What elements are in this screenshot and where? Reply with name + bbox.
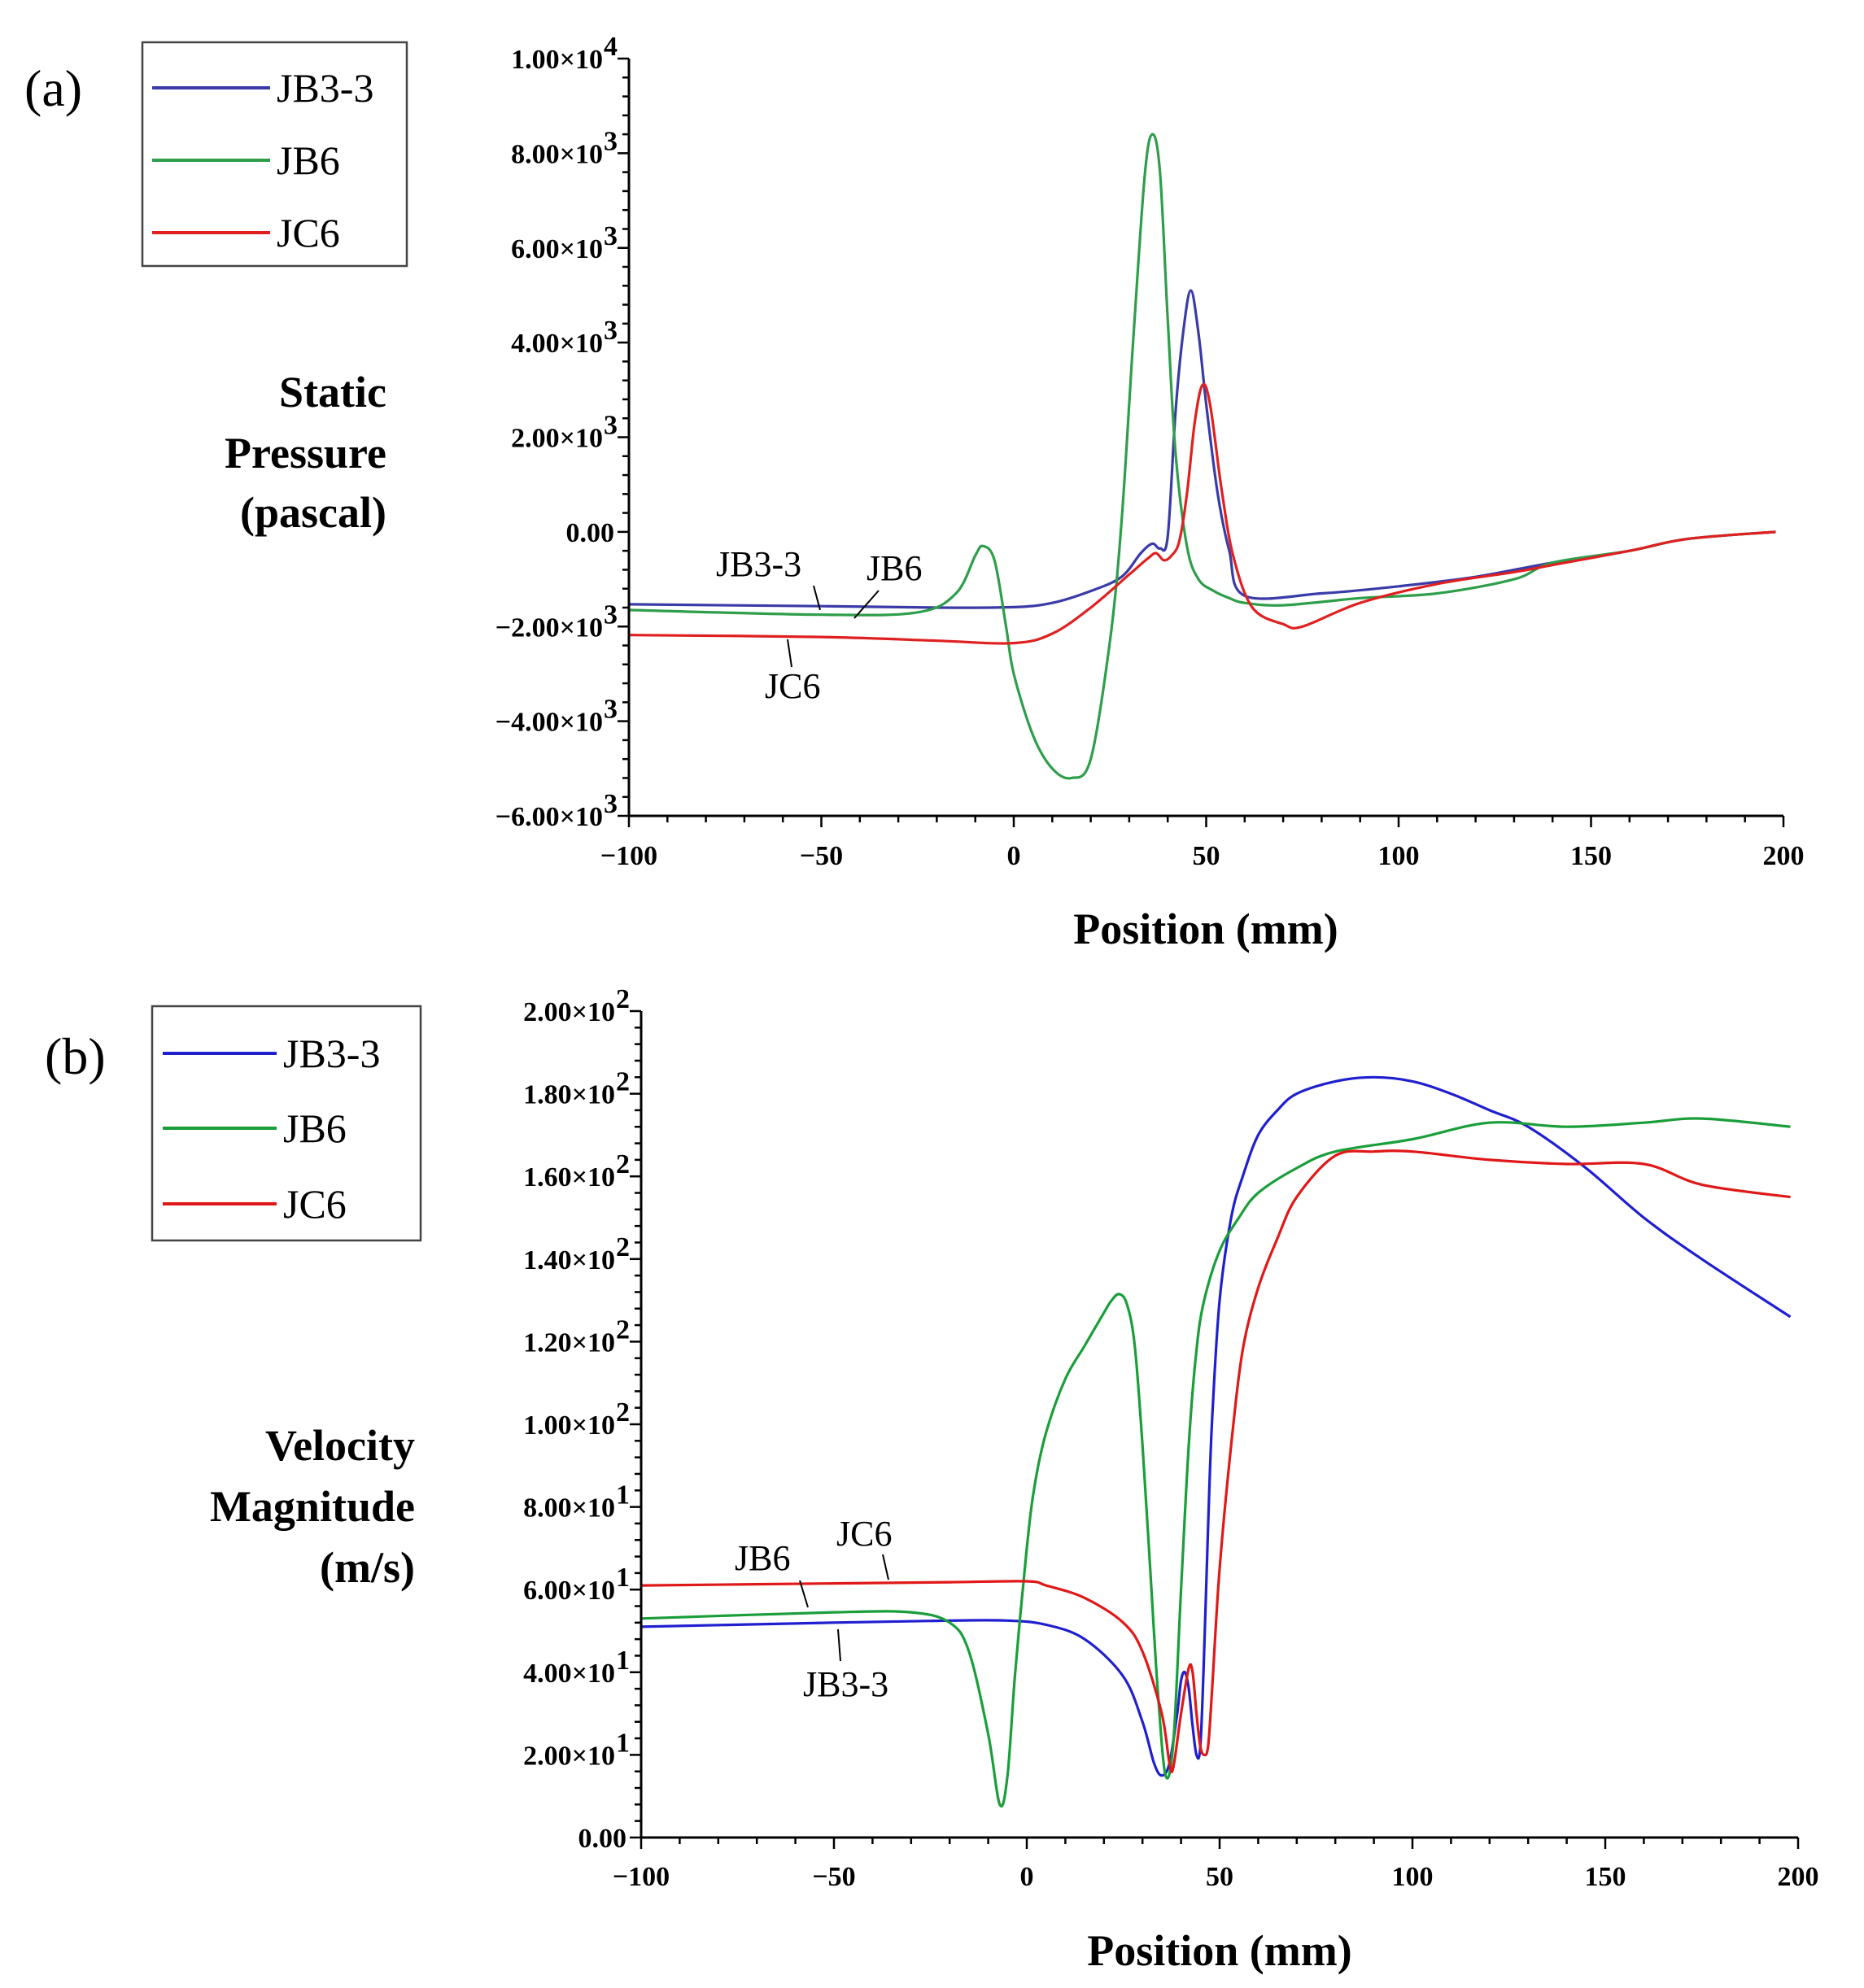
y-tick-exponent-b: 1 (616, 1646, 630, 1676)
y-tick-label-a: −2.00×10 (495, 613, 603, 643)
y-tick-label-b: 4.00×10 (523, 1659, 615, 1689)
x-tick-label-a: 150 (1570, 841, 1612, 871)
y-axis-title-b-line2: Magnitude (210, 1482, 415, 1531)
y-tick-exponent-a: 3 (604, 126, 618, 156)
annotation-a-jb3-3: JB3-3 (716, 544, 801, 584)
legend-a-box (141, 41, 408, 268)
y-tick-label-b: 1.80×10 (523, 1080, 615, 1110)
annotations-b: JB6 JC6 JB3-3 (735, 1514, 892, 1704)
y-tick-label-b: 1.40×10 (523, 1245, 615, 1275)
y-axis-title-b: Velocity Magnitude (m/s) (210, 1421, 415, 1592)
annotation-b-jb3-3: JB3-3 (803, 1664, 888, 1704)
legend-b-label-jc6: JC6 (283, 1181, 347, 1227)
series-line-b-jb6 (640, 1117, 1791, 1807)
y-tick-exponent-a: 3 (604, 789, 618, 819)
y-axis-title-a: Static Pressure (pascal) (225, 368, 386, 537)
y-tick-label-b: 2.00×10 (523, 1741, 615, 1771)
legend-b-label-jb6: JB6 (283, 1105, 347, 1151)
y-tick-label-b: 1.60×10 (523, 1162, 615, 1192)
y-axis-title-b-line3: (m/s) (320, 1543, 415, 1592)
y-tick-label-a: 1.00×10 (511, 45, 603, 75)
x-tick-label-a: −50 (800, 841, 843, 871)
series-line-b-jc6 (640, 1149, 1791, 1774)
legend-b: JB3-3 JB6 JC6 (151, 1005, 422, 1242)
y-tick-exponent-a: 3 (604, 221, 618, 251)
y-tick-label-b: 1.00×10 (523, 1410, 615, 1441)
y-tick-label-a: 4.00×10 (511, 329, 603, 359)
y-axis-title-a-line3: (pascal) (240, 488, 386, 537)
y-tick-exponent-a: 3 (604, 316, 618, 346)
y-tick-exponent-b: 1 (616, 1563, 630, 1593)
y-tick-exponent-a: 3 (604, 411, 618, 441)
x-tick-label-a: 100 (1378, 841, 1420, 871)
y-tick-exponent-b: 2 (616, 1067, 630, 1097)
y-tick-exponent-b: 1 (616, 1728, 630, 1758)
y-tick-label-a: −6.00×10 (495, 802, 603, 832)
series-line-a-jc6 (628, 382, 1776, 645)
x-tick-label-a: 0 (1007, 841, 1021, 871)
y-tick-label-b: 8.00×10 (523, 1493, 615, 1524)
y-tick-label-a: 6.00×10 (511, 234, 603, 264)
x-tick-label-b: 200 (1778, 1862, 1819, 1892)
x-tick-label-a: 200 (1763, 841, 1805, 871)
legend-a-label-jb6: JB6 (277, 137, 340, 183)
annotation-a-jb6: JB6 (867, 548, 922, 588)
annotation-b-jb6: JB6 (735, 1538, 790, 1578)
series-line-b-jb3-3 (640, 1075, 1792, 1777)
panel-b-label: (b) (45, 1027, 106, 1085)
y-tick-exponent-b: 2 (616, 1149, 630, 1179)
panel-a: (a) JB3-3 JB6 JC6 Static Pressure (pasca… (24, 32, 1805, 953)
y-tick-exponent-a: 3 (604, 695, 618, 725)
annotation-b-jb6-leader (799, 1580, 809, 1608)
y-tick-exponent-b: 2 (616, 984, 630, 1014)
annotation-a-jc6-leader (787, 639, 792, 668)
series-b (640, 1075, 1792, 1807)
panel-b: (b) JB3-3 JB6 JC6 Velocity Magnitude (m/… (45, 984, 1819, 1975)
y-tick-label-a: 8.00×10 (511, 139, 603, 169)
y-axis-title-a-line2: Pressure (225, 429, 386, 477)
y-tick-exponent-b: 2 (616, 1232, 630, 1262)
y-axis-title-b-line1: Velocity (265, 1421, 415, 1470)
annotation-b-jc6: JC6 (836, 1514, 892, 1554)
y-axis-title-a-line1: Static (279, 368, 386, 416)
y-tick-label-b: 2.00×10 (523, 997, 615, 1027)
x-tick-label-b: 50 (1206, 1862, 1233, 1892)
y-tick-label-a: 2.00×10 (511, 424, 603, 454)
y-tick-exponent-b: 2 (616, 1314, 630, 1345)
annotation-a-jb3-3-leader (813, 585, 821, 611)
annotation-a-jb6-leader (853, 590, 880, 619)
legend-b-label-jb3-3: JB3-3 (283, 1031, 380, 1076)
x-tick-label-b: 100 (1392, 1862, 1434, 1892)
y-tick-label-b: 1.20×10 (523, 1328, 615, 1358)
y-tick-label-a: −4.00×10 (495, 708, 603, 738)
annotations-a: JB3-3 JB6 JC6 (716, 544, 922, 706)
x-tick-label-a: −100 (600, 841, 657, 871)
x-tick-label-b: 150 (1585, 1862, 1626, 1892)
y-tick-exponent-a: 4 (604, 32, 618, 62)
x-tick-label-b: −50 (812, 1862, 855, 1892)
legend-a: JB3-3 JB6 JC6 (141, 41, 408, 268)
x-tick-label-a: 50 (1193, 841, 1220, 871)
legend-a-label-jc6: JC6 (277, 210, 340, 255)
series-a (628, 133, 1776, 780)
y-tick-label-b: 6.00×10 (523, 1576, 615, 1606)
y-tick-label-b: 0.00 (578, 1824, 627, 1854)
annotation-a-jc6: JC6 (765, 666, 820, 706)
annotation-b-jc6-leader (882, 1554, 889, 1580)
annotation-b-jb3-3-leader (837, 1628, 841, 1662)
x-axis-title-b: Position (mm) (1087, 1926, 1351, 1975)
x-tick-label-b: 0 (1020, 1862, 1034, 1892)
y-tick-exponent-b: 1 (616, 1480, 630, 1511)
legend-b-box (151, 1005, 422, 1242)
x-axis-title-a: Position (mm) (1073, 905, 1338, 953)
panel-a-label: (a) (24, 59, 82, 117)
y-tick-label-a: 0.00 (566, 518, 615, 548)
x-tick-label-b: −100 (613, 1862, 670, 1892)
y-tick-exponent-b: 2 (616, 1397, 630, 1428)
y-tick-exponent-a: 3 (604, 599, 618, 630)
legend-a-label-jb3-3: JB3-3 (277, 65, 373, 111)
